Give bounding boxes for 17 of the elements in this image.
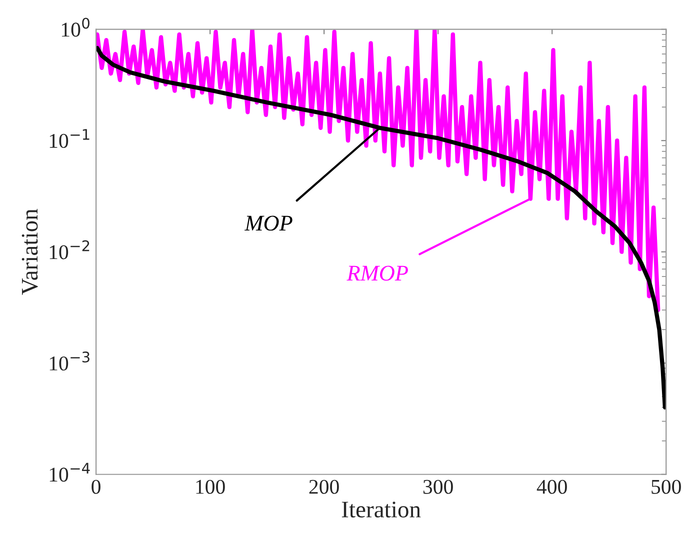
y-tick-label: 10$^{−3}$ [50, 352, 90, 371]
y-axis-title: Variation [22, 208, 38, 295]
x-tick-label: 300 [423, 480, 453, 494]
y-tick-label: 10$^{−4}$ [50, 462, 90, 482]
x-axis-title: Iteration [342, 502, 421, 518]
x-tick-label: 0 [92, 480, 100, 494]
y-tick-label: 10$^{−1}$ [50, 129, 90, 148]
line-series [96, 46, 666, 410]
y-tick-label: 10$^{−2}$ [50, 240, 90, 260]
text: MOP [244, 216, 292, 231]
text: RMOP [346, 266, 408, 281]
x-tick-label: 100 [196, 480, 225, 494]
y-tick-label: 10$^{0}$ [62, 18, 90, 37]
line-series [96, 29, 660, 312]
x-tick-label: 200 [309, 480, 339, 494]
x-tick-label: 500 [652, 480, 681, 494]
x-tick-label: 400 [536, 480, 567, 494]
